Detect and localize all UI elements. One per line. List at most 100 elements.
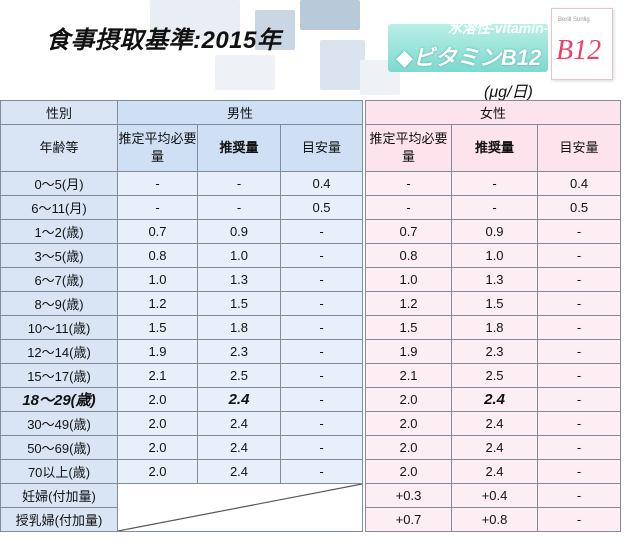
table-row: 3～5(歳) 0.8 1.0-0.8 1.0- [0,243,622,268]
table-row: 12～14(歳) 1.9 2.3-1.9 2.3- [0,339,622,364]
age-cell: 12～14(歳) [0,339,118,364]
sex-header: 性別 [0,100,118,125]
table-row: 10～11(歳) 1.5 1.8-1.5 1.8- [0,315,622,340]
male-ai-cell: - [279,387,364,412]
male-rda-cell: 2.4 [197,459,281,484]
female-ear-cell: 2.0 [365,387,453,412]
female-rda-cell: 1.0 [451,243,539,268]
female-rda-cell: 2.4 [451,411,539,436]
intake-table: 性別 男性 女性 年齢等 推定平均必要量 推奨量 目安量 推定平均必要量 推奨量… [0,100,622,532]
male-rda-cell: 2.4 [197,387,281,412]
male-ear-cell: 1.9 [117,339,198,364]
female-rda-cell: 2.4 [451,387,539,412]
female-ear-cell: 1.2 [365,291,453,316]
male-ai-cell: - [279,435,364,460]
male-ai-cell: - [279,411,364,436]
male-ai-cell: - [279,315,364,340]
vitamin-card-small-text: Berill Sunlig [558,17,590,23]
female-ear-cell: 2.0 [365,459,453,484]
age-cell: 30～49(歳) [0,411,118,436]
female-ai-cell: - [537,507,622,532]
male-ear-cell: 2.0 [117,459,198,484]
male-ai-cell: - [279,459,364,484]
age-cell: 0～5(月) [0,171,118,196]
diagonal-strike [118,484,362,531]
male-ai-cell: - [279,339,364,364]
male-ai-cell: 0.5 [279,195,364,220]
female-rda-cell: - [451,195,539,220]
age-cell: 15～17(歳) [0,363,118,388]
male-rda-header: 推奨量 [197,124,281,172]
female-ai-cell: - [537,435,622,460]
female-rda-cell: - [451,171,539,196]
age-cell: 妊婦(付加量) [0,483,118,508]
male-rda-cell: 2.5 [197,363,281,388]
male-ear-cell: 2.0 [117,411,198,436]
decorative-square [255,10,295,50]
female-ear-header: 推定平均必要量 [365,124,453,172]
female-rda-cell: 1.8 [451,315,539,340]
male-ear-cell: 2.0 [117,435,198,460]
female-ear-cell: +0.3 [365,483,453,508]
male-ear-cell: 1.0 [117,267,198,292]
age-cell: 18～29(歳) [0,387,118,412]
table-row: 6～7(歳) 1.0 1.3-1.0 1.3- [0,267,622,292]
male-ai-cell: 0.4 [279,171,364,196]
male-ai-cell: - [279,291,364,316]
male-ear-cell: 1.5 [117,315,198,340]
male-header: 男性 [116,100,364,125]
female-rda-header: 推奨量 [451,124,539,172]
male-rda-cell: 2.4 [197,435,281,460]
female-ai-cell: - [537,315,622,340]
male-rda-cell: 1.5 [197,291,281,316]
female-ai-cell: - [537,411,622,436]
table-row: 8～9(歳) 1.2 1.5-1.2 1.5- [0,291,622,316]
age-cell: 6～11(月) [0,195,118,220]
male-ear-cell: 2.0 [117,387,198,412]
female-rda-cell: 2.5 [451,363,539,388]
page-title: 食事摂取基準:2015年 [46,27,282,54]
female-ear-cell: 1.5 [365,315,453,340]
female-ai-cell: 0.5 [537,195,622,220]
female-rda-cell: 2.3 [451,339,539,364]
age-cell: 70以上(歳) [0,459,118,484]
vitamin-card-logo: B12 [556,35,602,66]
female-ear-cell: +0.7 [365,507,453,532]
female-ai-cell: 0.4 [537,171,622,196]
male-ai-cell: - [279,243,364,268]
female-rda-cell: 2.4 [451,435,539,460]
female-ai-cell: - [537,387,622,412]
female-header: 女性 [365,100,622,125]
male-ear-cell: 1.2 [117,291,198,316]
male-rda-cell: 1.8 [197,315,281,340]
female-ear-cell: 0.8 [365,243,453,268]
vitamin-category-label: 水溶性-vitamin- [448,20,549,36]
male-ear-cell: 0.8 [117,243,198,268]
table-row: 50～69(歳) 2.0 2.4-2.0 2.4- [0,435,622,460]
female-ear-cell: 2.1 [365,363,453,388]
table-row: 70以上(歳) 2.0 2.4-2.0 2.4- [0,459,622,484]
male-rda-cell: 1.3 [197,267,281,292]
decorative-square [150,0,240,40]
decorative-square [300,0,360,30]
male-ai-cell: - [279,267,364,292]
age-cell: 授乳婦(付加量) [0,507,118,532]
male-ai-cell: - [279,219,364,244]
female-rda-cell: 2.4 [451,459,539,484]
table-row: 18～29(歳) 2.0 2.4-2.0 2.4- [0,387,622,412]
male-ai-cell: - [279,363,364,388]
male-rda-cell: 2.4 [197,411,281,436]
female-ear-cell: 0.7 [365,219,453,244]
decorative-square [320,40,365,90]
age-cell: 6～7(歳) [0,267,118,292]
vitamin-banner [388,24,548,72]
male-rda-cell: - [197,171,281,196]
female-ai-cell: - [537,483,622,508]
age-cell: 10～11(歳) [0,315,118,340]
female-rda-cell: 0.9 [451,219,539,244]
female-ear-cell: 2.0 [365,411,453,436]
female-ai-cell: - [537,363,622,388]
table-row: 妊婦(付加量) +0.3 +0.4- [0,483,622,532]
unit-label: (μg/日) [484,84,533,101]
vitamin-card: Berill Sunlig B12 [551,8,613,80]
